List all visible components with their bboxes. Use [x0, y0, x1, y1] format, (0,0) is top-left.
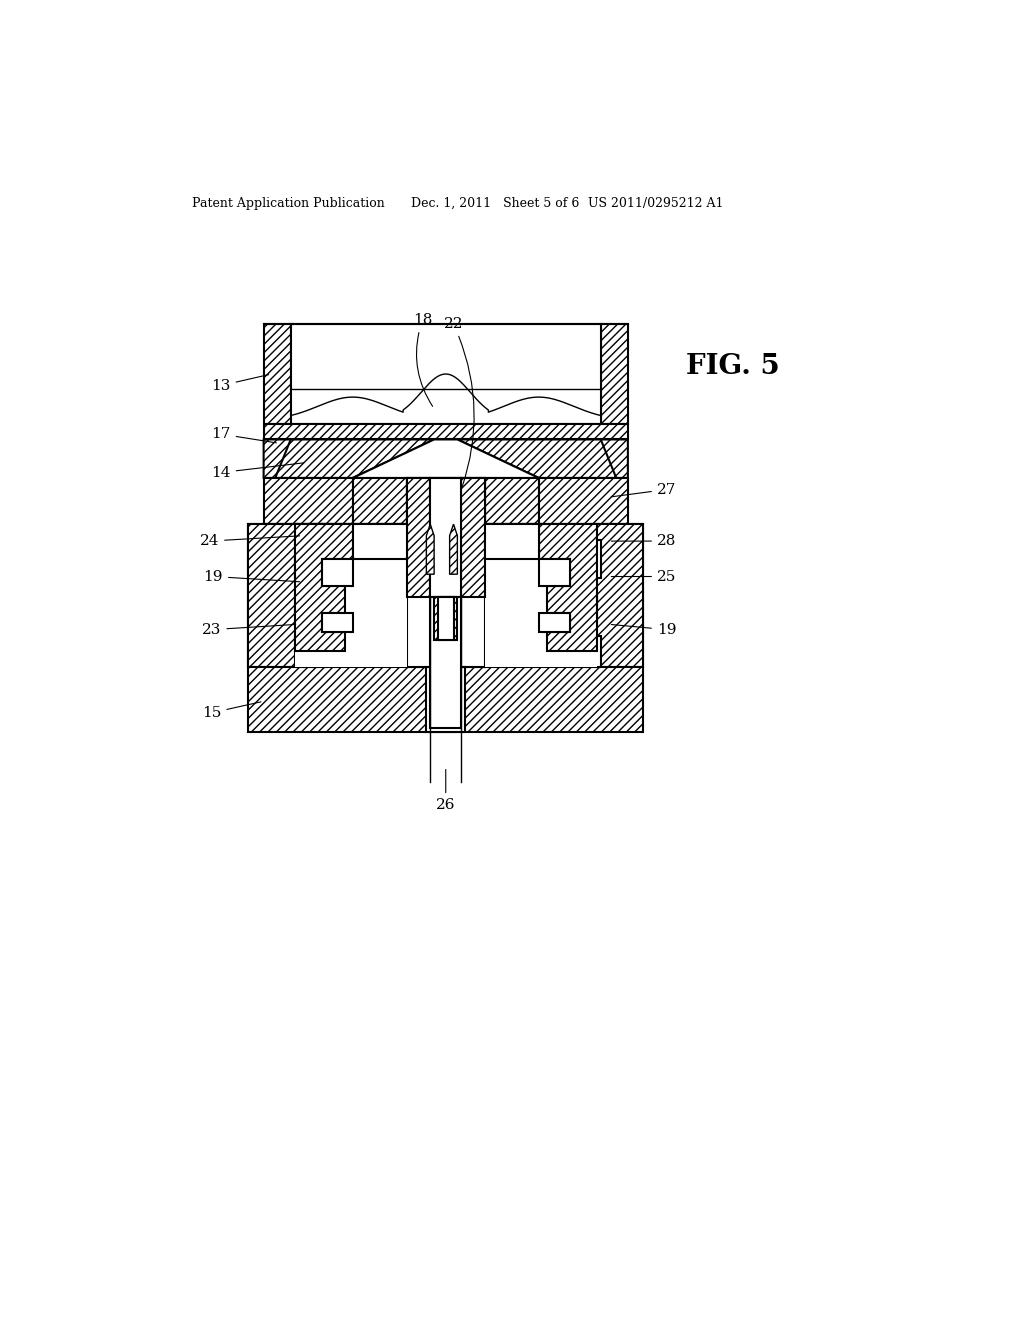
Text: 27: 27: [611, 483, 676, 496]
Polygon shape: [352, 440, 539, 478]
Polygon shape: [352, 524, 407, 667]
Polygon shape: [539, 440, 628, 478]
Polygon shape: [426, 667, 465, 733]
Polygon shape: [430, 478, 461, 598]
Polygon shape: [539, 478, 628, 524]
Polygon shape: [248, 524, 407, 667]
Text: 13: 13: [211, 375, 268, 392]
Polygon shape: [430, 598, 461, 729]
Polygon shape: [484, 478, 539, 524]
Polygon shape: [539, 612, 569, 632]
Polygon shape: [295, 636, 326, 667]
Text: 22: 22: [443, 317, 474, 487]
Polygon shape: [407, 478, 484, 524]
Polygon shape: [322, 524, 352, 558]
Polygon shape: [484, 524, 539, 558]
Polygon shape: [295, 524, 352, 667]
Polygon shape: [426, 524, 434, 574]
Polygon shape: [322, 524, 330, 544]
Polygon shape: [407, 524, 484, 667]
Polygon shape: [248, 524, 295, 667]
Text: 18: 18: [413, 313, 432, 407]
Polygon shape: [550, 594, 597, 620]
Polygon shape: [295, 524, 407, 667]
Polygon shape: [438, 598, 454, 640]
Polygon shape: [450, 524, 458, 574]
Polygon shape: [295, 524, 322, 558]
Polygon shape: [407, 478, 430, 598]
Polygon shape: [248, 667, 643, 733]
Polygon shape: [295, 540, 326, 578]
Text: 25: 25: [611, 569, 676, 583]
Polygon shape: [263, 323, 291, 424]
Polygon shape: [601, 323, 628, 424]
Text: 17: 17: [211, 428, 276, 444]
Text: Patent Application Publication: Patent Application Publication: [193, 197, 385, 210]
Text: 19: 19: [611, 623, 677, 636]
Text: 28: 28: [611, 535, 676, 548]
Polygon shape: [484, 524, 643, 667]
Polygon shape: [539, 558, 569, 586]
Text: FIG. 5: FIG. 5: [686, 352, 779, 380]
Polygon shape: [597, 524, 643, 667]
Polygon shape: [484, 524, 543, 667]
Text: 24: 24: [200, 535, 300, 548]
Polygon shape: [352, 524, 407, 558]
Polygon shape: [569, 636, 601, 667]
Polygon shape: [295, 594, 341, 620]
Polygon shape: [263, 440, 352, 478]
Text: 15: 15: [202, 702, 261, 719]
Polygon shape: [539, 524, 597, 651]
Text: 23: 23: [202, 623, 296, 636]
Polygon shape: [434, 598, 458, 640]
Polygon shape: [484, 524, 597, 667]
Polygon shape: [295, 558, 352, 667]
Polygon shape: [322, 612, 352, 632]
Polygon shape: [263, 424, 628, 440]
Polygon shape: [569, 540, 601, 578]
Text: Dec. 1, 2011   Sheet 5 of 6: Dec. 1, 2011 Sheet 5 of 6: [411, 197, 580, 210]
Polygon shape: [322, 558, 352, 586]
Text: 19: 19: [204, 569, 300, 583]
Polygon shape: [352, 478, 407, 524]
Polygon shape: [295, 524, 352, 651]
Polygon shape: [291, 323, 601, 424]
Polygon shape: [461, 478, 484, 598]
Text: 14: 14: [211, 463, 303, 479]
Polygon shape: [263, 478, 352, 524]
Polygon shape: [458, 440, 616, 478]
Text: 26: 26: [436, 770, 456, 812]
Text: US 2011/0295212 A1: US 2011/0295212 A1: [588, 197, 723, 210]
Polygon shape: [275, 440, 434, 478]
